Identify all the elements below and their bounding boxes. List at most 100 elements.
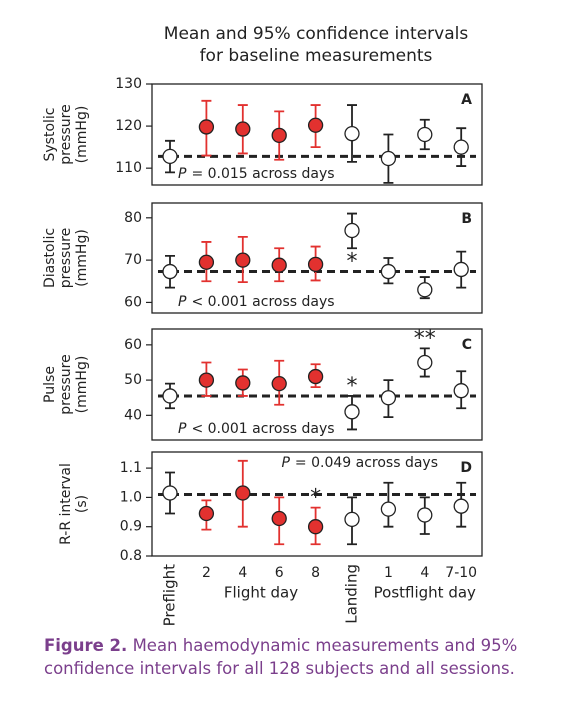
- marker: [235, 485, 251, 501]
- x-tick-label: 6: [275, 565, 284, 581]
- panel-letter: C: [462, 337, 472, 353]
- x-tick-label: 7-10: [445, 565, 477, 581]
- marker: [198, 119, 215, 135]
- y-tick-label: 130: [115, 76, 142, 92]
- y-axis-label: Diastolic: [42, 228, 58, 288]
- marker: [344, 511, 360, 528]
- p-symbol: P: [281, 455, 290, 471]
- panel-letter: B: [461, 211, 472, 227]
- p-symbol: P: [178, 421, 187, 437]
- marker: [271, 510, 287, 527]
- panel-letter: A: [461, 92, 472, 108]
- p-value-annotation: P < 0.001 across days: [178, 421, 335, 437]
- x-tick-label: Preflight: [161, 564, 179, 626]
- marker: [162, 485, 178, 501]
- marker: [271, 257, 287, 273]
- marker: [380, 263, 397, 280]
- p-value-annotation: P < 0.001 across days: [178, 294, 335, 310]
- marker: [307, 117, 324, 133]
- x-tick-label: 1: [384, 565, 393, 581]
- y-tick-label: 70: [124, 252, 142, 268]
- panel-frame: [151, 328, 483, 441]
- marker: [417, 354, 433, 371]
- p-value-annotation: P = 0.015 across days: [178, 166, 335, 182]
- marker: [344, 126, 360, 142]
- x-tick-label: 4: [238, 565, 247, 581]
- y-tick-label: 60: [124, 337, 142, 353]
- marker: [417, 126, 433, 143]
- marker: [162, 263, 178, 280]
- y-axis-label: (mmHg): [74, 229, 90, 287]
- marker: [235, 252, 251, 268]
- y-axis-label: Pulse: [42, 366, 58, 403]
- y-tick-label: 60: [124, 294, 142, 310]
- y-axis-label: Systolic: [42, 108, 58, 162]
- caption: Figure 2. Mean haemodynamic measurements…: [44, 634, 534, 680]
- marker: [271, 375, 287, 392]
- caption-text: Mean haemodynamic measurements and 95% c…: [44, 636, 518, 678]
- marker: [162, 388, 178, 404]
- marker: [307, 368, 324, 385]
- marker: [307, 519, 324, 535]
- y-tick-label: 40: [124, 407, 142, 423]
- marker: [162, 148, 178, 165]
- y-tick-label: 1.1: [120, 460, 142, 476]
- panel-frame: [151, 202, 483, 314]
- marker: [417, 282, 433, 298]
- y-axis-label: pressure: [58, 104, 74, 164]
- marker: [453, 498, 469, 514]
- y-axis-label: (s): [74, 495, 90, 513]
- significance-star: **: [414, 326, 436, 351]
- marker: [307, 256, 324, 272]
- significance-star: *: [310, 486, 321, 511]
- figure: Mean and 95% confidence intervals for ba…: [42, 24, 483, 626]
- y-tick-label: 0.9: [120, 519, 142, 535]
- marker: [235, 375, 251, 391]
- p-text: < 0.001 across days: [191, 421, 334, 437]
- x-tick-label: Landing: [343, 564, 361, 624]
- marker: [235, 121, 251, 137]
- y-tick-label: 120: [115, 118, 142, 134]
- y-axis-label: pressure: [58, 354, 74, 414]
- marker: [380, 501, 397, 517]
- significance-star: *: [347, 249, 358, 274]
- marker: [271, 127, 287, 143]
- marker: [344, 222, 360, 239]
- panel-frame: [151, 451, 483, 557]
- caption-label: Figure 2.: [44, 636, 128, 655]
- marker: [198, 372, 215, 388]
- y-tick-label: 80: [124, 210, 142, 226]
- x-group-label: Postflight day: [374, 584, 476, 602]
- marker: [198, 254, 215, 270]
- marker: [380, 150, 397, 167]
- x-tick-label: 4: [420, 565, 429, 581]
- title-line: for baseline measurements: [200, 46, 433, 66]
- y-axis-label: R-R interval: [58, 463, 74, 545]
- y-tick-label: 110: [115, 160, 142, 176]
- panel-frame: [151, 83, 483, 186]
- marker: [198, 505, 215, 522]
- y-tick-label: 0.8: [120, 548, 142, 564]
- y-axis-label: pressure: [58, 228, 74, 288]
- p-text: = 0.015 across days: [191, 166, 334, 182]
- marker: [344, 404, 360, 420]
- x-tick-label: 2: [202, 565, 211, 581]
- marker: [453, 139, 469, 155]
- marker: [453, 261, 469, 278]
- y-axis-label: (mmHg): [74, 356, 90, 414]
- marker: [453, 383, 469, 399]
- title-line: Mean and 95% confidence intervals: [164, 24, 469, 44]
- y-axis-label: (mmHg): [74, 106, 90, 164]
- significance-star: *: [347, 374, 358, 399]
- marker: [417, 507, 433, 523]
- p-symbol: P: [178, 294, 187, 310]
- p-text: < 0.001 across days: [191, 294, 334, 310]
- y-tick-label: 50: [124, 372, 142, 388]
- p-text: = 0.049 across days: [295, 455, 438, 471]
- x-tick-label: 8: [311, 565, 320, 581]
- panel-letter: D: [460, 460, 472, 476]
- p-value-annotation: P = 0.049 across days: [281, 455, 438, 471]
- p-symbol: P: [178, 166, 187, 182]
- x-group-label: Flight day: [224, 584, 298, 602]
